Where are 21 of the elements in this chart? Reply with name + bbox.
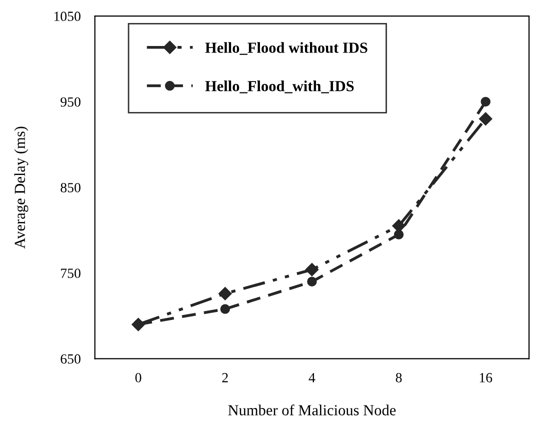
y-tick-label: 1050: [54, 12, 80, 22]
point: [220, 304, 230, 314]
x-tick-label: 2: [222, 373, 228, 382]
legend-label: Hello_Flood without IDS: [205, 42, 368, 55]
point: [480, 96, 490, 107]
x-axis-title: Number of Malicious Node: [228, 404, 396, 416]
point: [479, 112, 492, 126]
y-tick-label: 750: [61, 268, 80, 278]
y-tick-label: 650: [60, 354, 80, 364]
x-tick-label: 0: [135, 372, 142, 382]
point: [305, 263, 319, 276]
y-axis-title: Average Delay (ms): [14, 126, 28, 249]
point: [218, 287, 232, 300]
x-tick-label: 8: [396, 372, 402, 382]
x-tick-label: 4: [308, 373, 316, 382]
point: [394, 230, 404, 240]
legend-label: Hello_Flood_with_IDS: [205, 80, 354, 94]
y-tick-label: 950: [60, 97, 80, 107]
x-tick-label: 16: [480, 373, 492, 382]
y-tick-label: 850: [60, 182, 80, 192]
point: [307, 276, 317, 286]
